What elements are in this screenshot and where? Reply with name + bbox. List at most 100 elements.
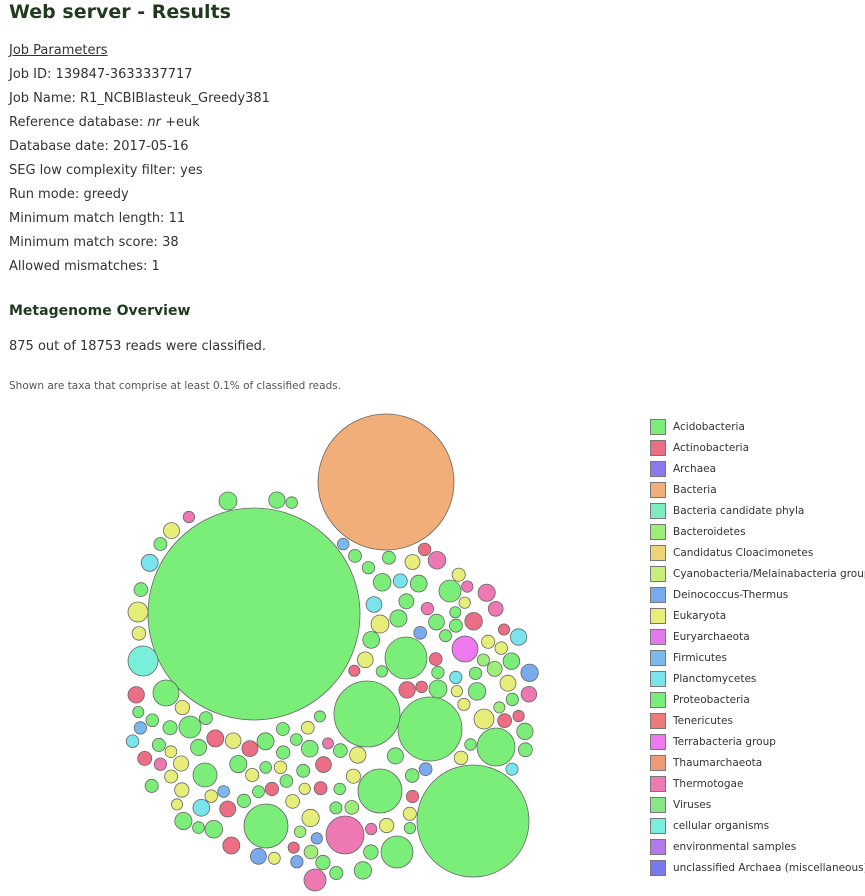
taxon-bubble[interactable] xyxy=(420,601,434,616)
legend-item[interactable]: Cyanobacteria/Melainabacteria group xyxy=(650,563,865,584)
taxon-bubble[interactable] xyxy=(182,510,195,524)
taxon-bubble[interactable] xyxy=(296,763,311,778)
taxon-bubble[interactable] xyxy=(285,496,298,509)
legend-item[interactable]: Archaea xyxy=(650,458,865,479)
taxon-bubble[interactable] xyxy=(464,738,477,751)
legend-item[interactable]: Firmicutes xyxy=(650,647,865,668)
taxon-bubble[interactable] xyxy=(243,803,289,849)
taxon-bubble[interactable] xyxy=(252,785,265,798)
taxon-bubble[interactable] xyxy=(236,793,251,809)
taxon-bubble[interactable] xyxy=(384,636,428,680)
taxon-bubble[interactable] xyxy=(259,761,273,774)
taxon-bubble[interactable] xyxy=(348,664,361,677)
taxon-bubble[interactable] xyxy=(418,762,433,776)
taxon-bubble[interactable] xyxy=(164,745,178,758)
taxon-bubble[interactable] xyxy=(502,652,521,670)
bubble-chart[interactable] xyxy=(0,400,640,896)
taxon-bubble[interactable] xyxy=(133,721,147,735)
taxon-bubble[interactable] xyxy=(464,612,483,631)
taxon-bubble[interactable] xyxy=(386,747,404,765)
taxon-bubble[interactable] xyxy=(333,743,348,758)
taxon-bubble[interactable] xyxy=(389,609,408,628)
taxon-bubble[interactable] xyxy=(356,651,374,669)
taxon-bubble[interactable] xyxy=(378,817,395,834)
taxon-bubble[interactable] xyxy=(365,822,378,836)
taxon-bubble[interactable] xyxy=(365,596,383,613)
taxon-bubble[interactable] xyxy=(431,665,445,680)
taxon-bubble[interactable] xyxy=(303,844,319,860)
taxon-bubble[interactable] xyxy=(300,720,315,735)
taxon-bubble[interactable] xyxy=(333,782,346,796)
taxon-bubble[interactable] xyxy=(125,734,140,748)
taxon-bubble[interactable] xyxy=(173,755,190,772)
taxon-bubble[interactable] xyxy=(428,613,445,631)
taxon-bubble[interactable] xyxy=(415,680,428,694)
taxon-bubble[interactable] xyxy=(467,682,487,701)
taxon-bubble[interactable] xyxy=(417,542,432,557)
taxon-bubble[interactable] xyxy=(174,812,193,831)
taxon-bubble[interactable] xyxy=(198,711,213,725)
taxon-bubble[interactable] xyxy=(428,652,443,666)
taxon-bubble[interactable] xyxy=(448,618,463,633)
taxon-bubble[interactable] xyxy=(398,681,416,699)
taxon-bubble[interactable] xyxy=(370,614,390,634)
legend-item[interactable]: cellular organisms xyxy=(650,815,865,836)
taxon-bubble[interactable] xyxy=(499,674,517,692)
taxon-bubble[interactable] xyxy=(451,635,479,663)
taxon-bubble[interactable] xyxy=(473,708,495,730)
taxon-bubble[interactable] xyxy=(290,855,304,869)
taxon-bubble[interactable] xyxy=(127,686,145,704)
taxon-bubble[interactable] xyxy=(190,738,208,756)
taxon-bubble[interactable] xyxy=(276,745,291,760)
legend-item[interactable]: Proteobacteria xyxy=(650,689,865,710)
taxon-bubble[interactable] xyxy=(428,679,448,699)
taxon-bubble[interactable] xyxy=(217,785,230,798)
taxon-bubble[interactable] xyxy=(481,634,496,649)
taxon-bubble[interactable] xyxy=(133,582,149,597)
taxon-bubble[interactable] xyxy=(505,692,519,707)
taxon-bubble[interactable] xyxy=(518,742,533,758)
taxon-bubble[interactable] xyxy=(137,751,153,766)
legend-item[interactable]: Thermotogae xyxy=(650,773,865,794)
taxon-bubble[interactable] xyxy=(348,549,362,563)
taxon-bubble[interactable] xyxy=(363,844,379,860)
legend-item[interactable]: Deinococcus-Thermus xyxy=(650,584,865,605)
taxon-bubble[interactable] xyxy=(457,697,471,711)
taxon-bubble[interactable] xyxy=(357,768,403,814)
taxon-bubble[interactable] xyxy=(192,762,218,788)
taxon-bubble[interactable] xyxy=(317,413,455,551)
taxon-bubble[interactable] xyxy=(402,806,417,821)
taxon-bubble[interactable] xyxy=(451,567,466,582)
taxon-bubble[interactable] xyxy=(494,641,509,655)
taxon-bubble[interactable] xyxy=(273,760,288,775)
taxon-bubble[interactable] xyxy=(487,600,504,617)
taxon-bubble[interactable] xyxy=(310,832,323,845)
legend-item[interactable]: Bacteria candidate phyla xyxy=(650,500,865,521)
taxon-bubble[interactable] xyxy=(145,713,160,728)
taxon-bubble[interactable] xyxy=(404,554,421,570)
taxon-bubble[interactable] xyxy=(493,701,506,714)
taxon-bubble[interactable] xyxy=(249,847,267,865)
taxon-bubble[interactable] xyxy=(293,825,307,839)
taxon-bubble[interactable] xyxy=(163,522,180,539)
taxon-bubble[interactable] xyxy=(298,782,311,795)
taxon-bubble[interactable] xyxy=(313,781,328,796)
taxon-bubble[interactable] xyxy=(147,507,361,721)
taxon-bubble[interactable] xyxy=(287,841,300,854)
taxon-bubble[interactable] xyxy=(416,764,530,878)
taxon-bubble[interactable] xyxy=(403,821,416,835)
taxon-bubble[interactable] xyxy=(476,653,490,667)
taxon-bubble[interactable] xyxy=(153,537,168,551)
taxon-bubble[interactable] xyxy=(152,679,180,707)
taxon-bubble[interactable] xyxy=(509,628,528,646)
taxon-bubble[interactable] xyxy=(285,794,300,809)
legend-item[interactable]: Candidatus Cloacimonetes xyxy=(650,542,865,563)
taxon-bubble[interactable] xyxy=(219,800,237,818)
legend-item[interactable]: environmental samples xyxy=(650,836,865,857)
taxon-bubble[interactable] xyxy=(256,732,275,751)
job-parameters-link[interactable]: Job Parameters xyxy=(9,43,108,58)
taxon-bubble[interactable] xyxy=(427,551,447,570)
taxon-bubble[interactable] xyxy=(477,583,496,602)
taxon-bubble[interactable] xyxy=(449,606,462,619)
legend-item[interactable]: Bacteroidetes xyxy=(650,521,865,542)
